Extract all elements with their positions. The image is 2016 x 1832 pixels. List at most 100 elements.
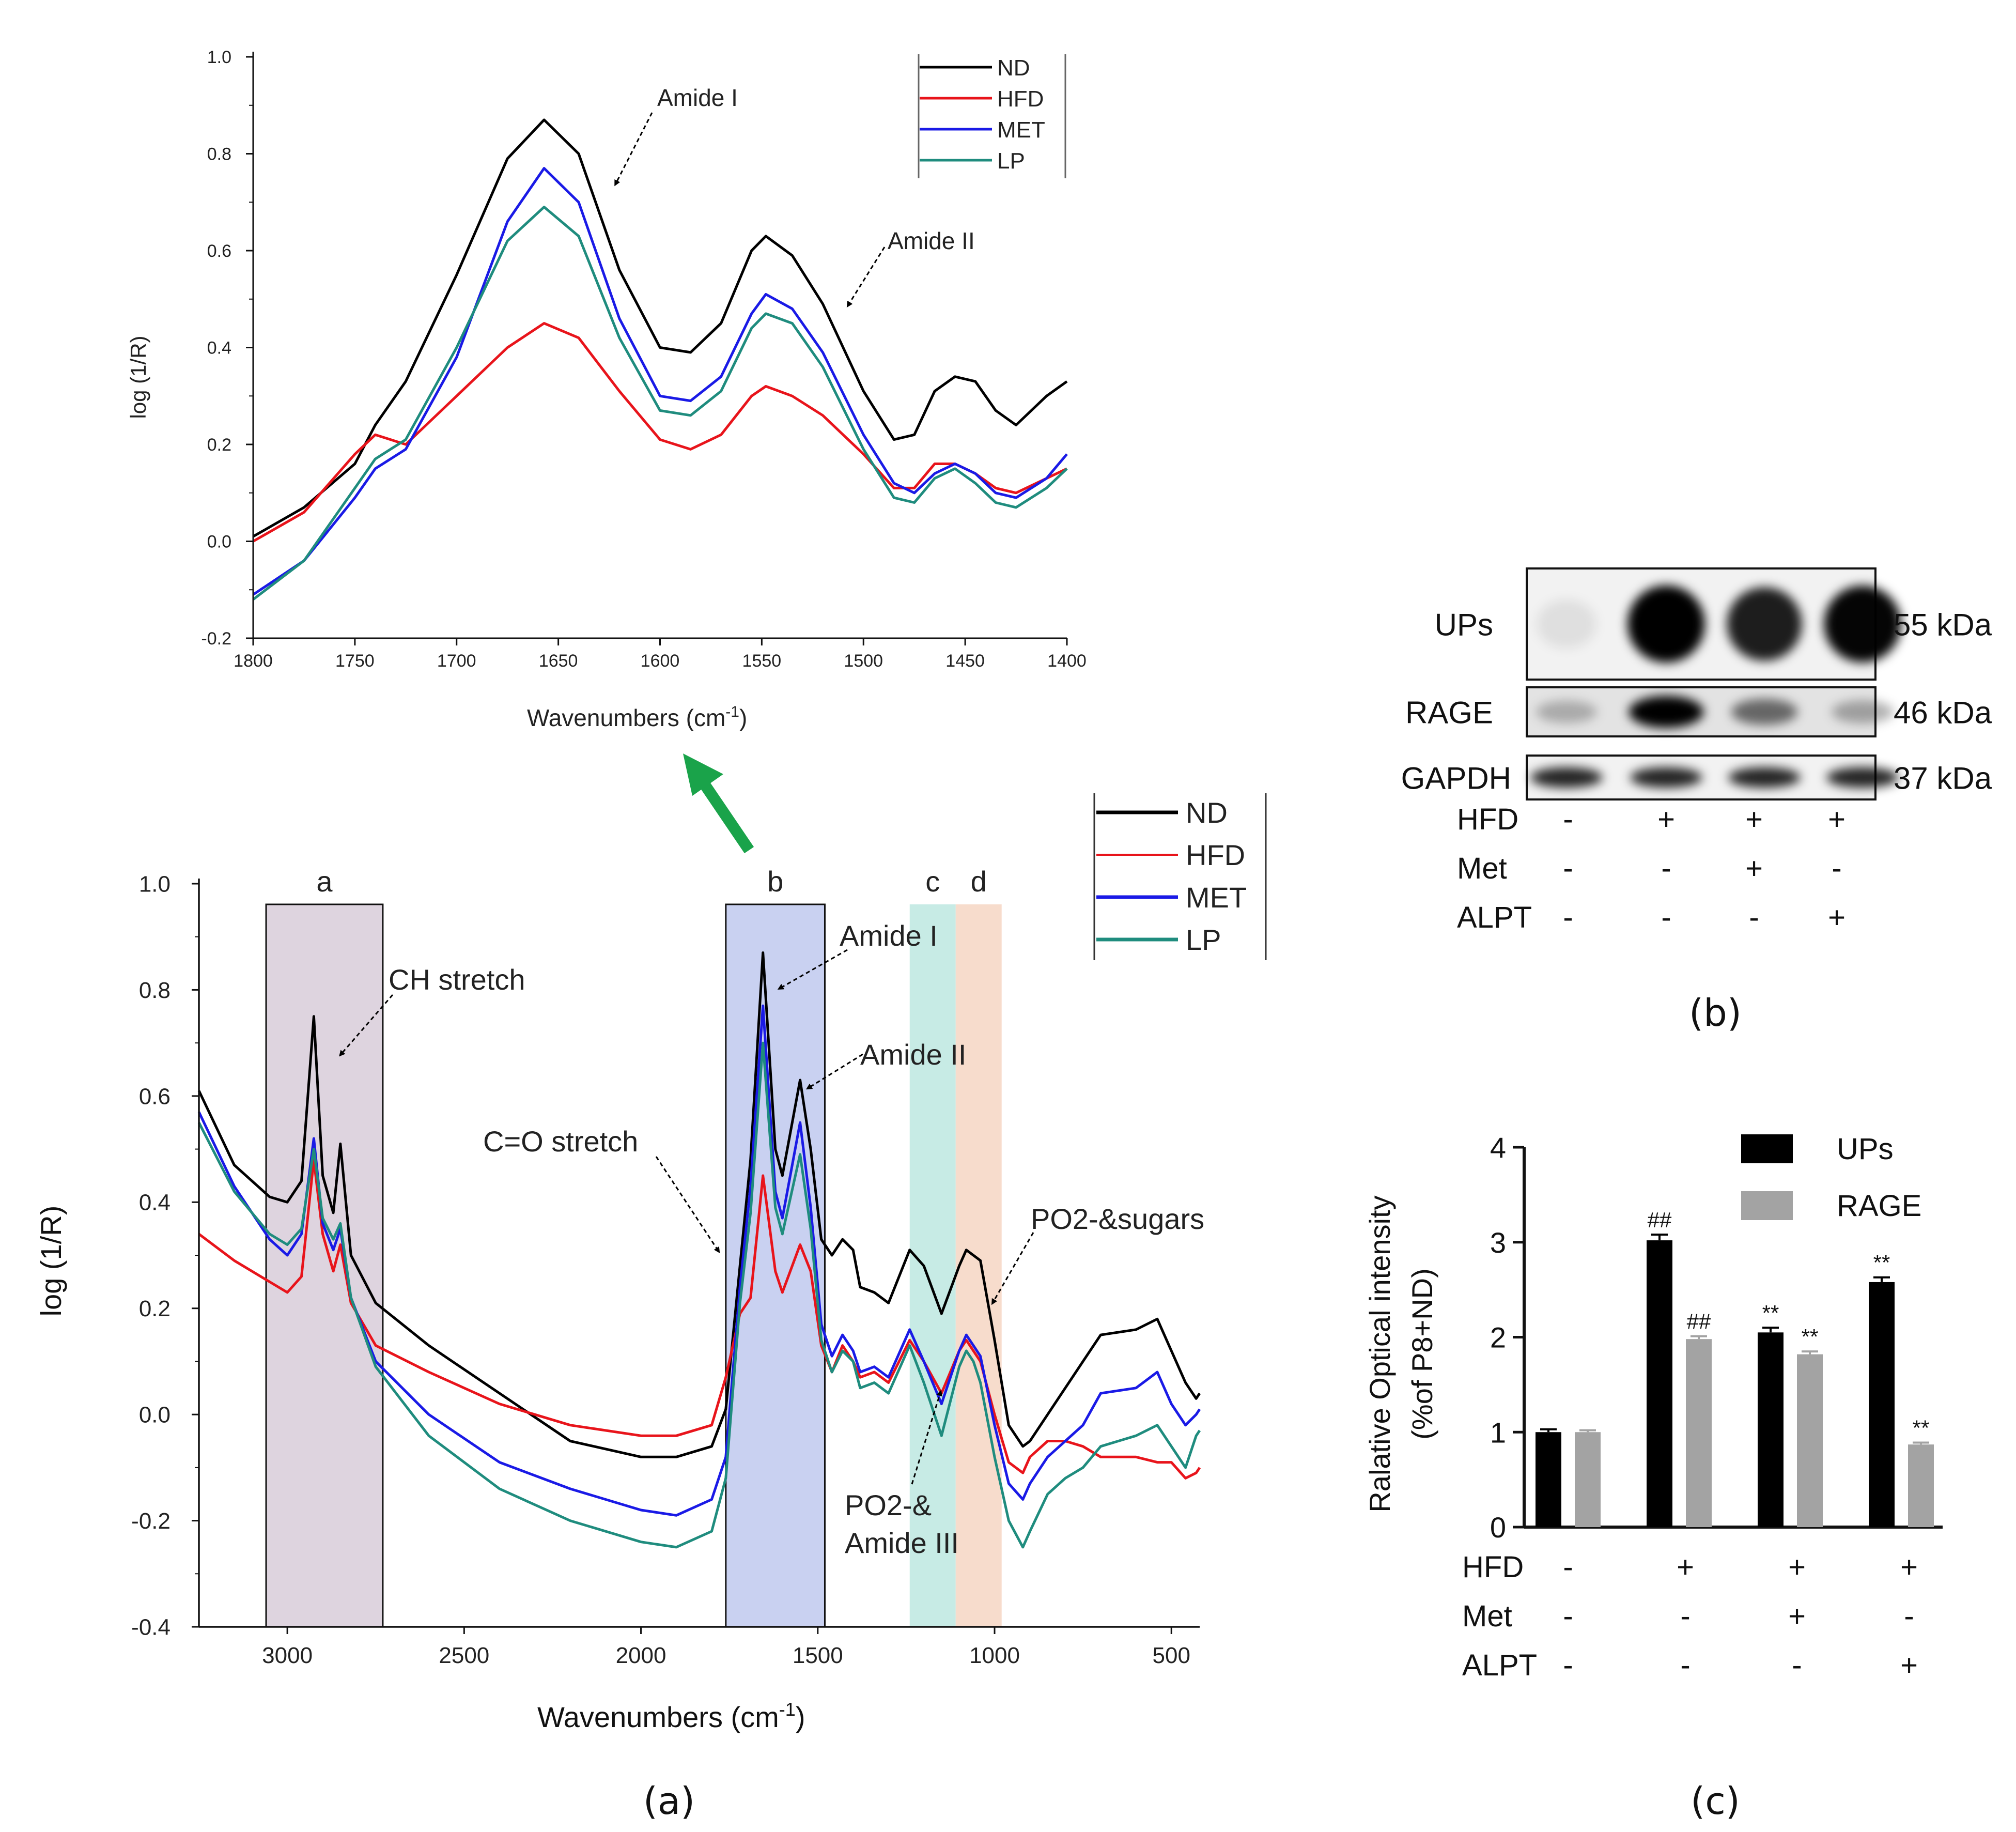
blot-treatment-sign: -	[1661, 901, 1671, 934]
blot-band	[1728, 767, 1801, 788]
ftir-full-ch-stretch-label: CH stretch	[389, 963, 525, 996]
panel-label-a: (a)	[643, 1779, 695, 1823]
blot-band	[1536, 700, 1597, 723]
bar-rage	[1575, 1432, 1601, 1527]
ftir-full-region-label-a: a	[316, 865, 333, 898]
bar-ups	[1869, 1282, 1895, 1527]
ftir-full-y-tick-label: 1.0	[139, 871, 170, 897]
ftir-zoom-y-tick-label: 0.4	[207, 338, 231, 358]
bar-ups	[1647, 1240, 1672, 1527]
ftir-zoom-legend: ND HFD MET LP	[918, 54, 1066, 178]
blot-treatment-label-hfd: HFD	[1457, 803, 1518, 836]
ftir-full-legend: ND HFD MET LP	[1093, 793, 1267, 960]
blot-treatment-label-alpt: ALPT	[1457, 901, 1532, 934]
bar-significance-label: ##	[1648, 1208, 1672, 1232]
blot-size-label-gapdh: 37 kDa	[1894, 761, 1992, 796]
bar-significance-label: **	[1802, 1325, 1819, 1349]
ftir-zoom-amide-ii-pointer	[846, 247, 886, 308]
ftir-full-y-tick-label: -0.4	[131, 1614, 170, 1640]
ftir-full-line-lp	[197, 1041, 1201, 1549]
blot-band	[1832, 700, 1894, 723]
ftir-zoom-line-lp	[252, 206, 1068, 601]
blot-treatment-sign: -	[1563, 852, 1573, 885]
bar-chart-y-label-line1: Ralative Optical intensity	[1363, 1195, 1396, 1512]
blot-band	[1629, 696, 1704, 728]
bar-treatment-sign: -	[1563, 1550, 1573, 1584]
bar-treatment-sign: -	[1904, 1599, 1914, 1633]
bar-treatment-sign: +	[1900, 1649, 1918, 1682]
blot-treatment-sign: +	[1828, 901, 1846, 934]
bar-ups	[1536, 1432, 1561, 1527]
bar-legend-label-rage: RAGE	[1837, 1189, 1921, 1223]
ftir-full-y-tick-label: 0.2	[139, 1296, 170, 1321]
ftir-zoom-x-tick-label: 1500	[844, 651, 883, 671]
blot-band	[1826, 767, 1899, 788]
bar-chart-legend: UPs RAGE	[1741, 1132, 1921, 1223]
ftir-zoom-legend-label-met: MET	[997, 117, 1045, 143]
panel-label-c: (c)	[1691, 1779, 1740, 1823]
ftir-full-x-tick-label: 2500	[439, 1643, 489, 1668]
blot-treatment-sign: -	[1661, 852, 1671, 885]
ftir-full-series-group	[197, 951, 1201, 1549]
ftir-zoom-y-tick-label: 0.0	[207, 532, 231, 551]
bar-significance-label: ##	[1687, 1310, 1711, 1334]
ftir-full-y-axis-label: log (1/R)	[35, 1206, 67, 1317]
ftir-full-po2-amide-iii-label-2: Amide III	[845, 1527, 959, 1559]
ftir-zoom-x-tick-label: 1650	[539, 651, 578, 671]
ftir-full-co-stretch-label: C=O stretch	[483, 1125, 638, 1158]
blot-band	[1627, 585, 1705, 663]
bar-treatment-sign: +	[1788, 1599, 1806, 1633]
blot-treatment-sign: -	[1832, 852, 1841, 885]
ftir-zoom-y-tick-label: 1.0	[207, 48, 231, 67]
ftir-zoom-x-tick-label: 1700	[437, 651, 476, 671]
ftir-full-legend-label-lp: LP	[1186, 923, 1221, 956]
ftir-zoom-chart: 1800 1750 1700 1650 1600 1550 1500 1450 1400 -0.2…	[126, 48, 1087, 731]
blot-size-label-ups: 55 kDa	[1894, 608, 1992, 642]
bar-treatment-label-met: Met	[1462, 1599, 1512, 1633]
ftir-full-x-tick-label: 500	[1153, 1643, 1190, 1668]
ftir-zoom-amide-ii-label: Amide II	[888, 227, 975, 254]
bar-treatment-sign: -	[1680, 1599, 1690, 1633]
bar-chart-y-label-line2: (%of P8+ND)	[1406, 1268, 1438, 1439]
zoom-indicator-arrow	[683, 753, 754, 854]
ftir-full-y-tick-label: 0.0	[139, 1403, 170, 1428]
ftir-full-axes: 3000 2500 2000 1500 1000 500 -0.4 -0.2 0.0 0.2 0.4…	[131, 871, 1200, 1668]
ftir-zoom-line-nd	[252, 118, 1068, 538]
ftir-full-x-tick-label: 2000	[616, 1643, 666, 1668]
ftir-full-amide-i-pointer	[777, 949, 848, 990]
blot-treatment-sign: +	[1745, 803, 1763, 836]
bar-treatment-sign: +	[1788, 1550, 1806, 1584]
ftir-full-x-tick-label: 3000	[262, 1643, 313, 1668]
ftir-zoom-x-tick-label: 1800	[234, 651, 273, 671]
ftir-zoom-y-axis-label: log (1/R)	[126, 335, 150, 419]
blot-band	[1727, 587, 1802, 661]
ftir-full-amide-i-label: Amide I	[840, 919, 938, 952]
blot-protein-label-gapdh: GAPDH	[1401, 761, 1511, 796]
bar-chart-y-tick-label: 2	[1490, 1321, 1506, 1354]
ftir-zoom-x-tick-label: 1400	[1047, 651, 1087, 671]
ftir-full-y-tick-label: 0.4	[139, 1190, 170, 1215]
ftir-zoom-x-tick-label: 1550	[742, 651, 782, 671]
ftir-full-amide-ii-pointer	[805, 1053, 863, 1090]
bar-chart-bars: ## ** ** ## ** **	[1536, 1208, 1934, 1527]
ftir-full-y-tick-label: -0.2	[131, 1508, 170, 1534]
blot-treatment-label-met: Met	[1457, 852, 1507, 885]
bar-rage	[1686, 1339, 1712, 1527]
bar-rage	[1908, 1444, 1934, 1527]
ftir-full-region-c	[909, 904, 956, 1627]
ftir-zoom-legend-label-hfd: HFD	[997, 86, 1044, 112]
blot-treatment-sign: -	[1563, 901, 1573, 934]
blot-treatment-sign: +	[1745, 852, 1763, 885]
bar-treatment-label-hfd: HFD	[1462, 1550, 1524, 1584]
ftir-zoom-y-tick-label: -0.2	[201, 629, 231, 649]
bar-significance-label: **	[1913, 1415, 1930, 1440]
ftir-zoom-line-met	[252, 167, 1068, 596]
ftir-zoom-line-hfd	[252, 322, 1068, 543]
bar-chart-y-tick-label: 3	[1490, 1226, 1506, 1259]
ftir-zoom-y-tick-label: 0.6	[207, 241, 231, 261]
ftir-full-po2-sugars-pointer	[991, 1232, 1034, 1305]
western-blot-panel: UPs 55 kDa RAGE 46 kDa GAPDH 37 kDa HFD - + + + Met…	[1401, 567, 1992, 934]
blot-band	[1630, 767, 1702, 788]
panel-label-b: (b)	[1689, 991, 1742, 1035]
bar-chart: 0 1 2 3 4 ## ** ** ## ** ** Ralative Optical inte…	[1363, 1131, 1943, 1682]
